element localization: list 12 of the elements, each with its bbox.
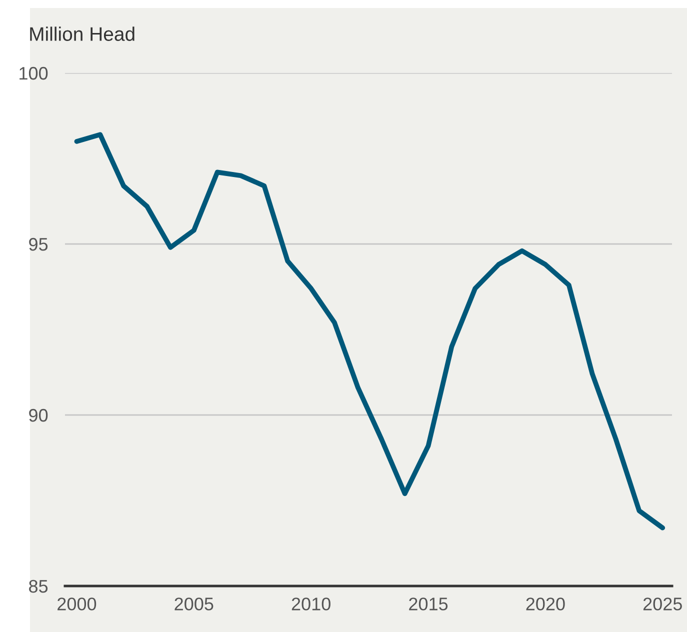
y-tick-label: 95 (29, 238, 48, 251)
y-axis-title: Million Head (30, 26, 134, 41)
x-tick-label: 2015 (409, 598, 448, 610)
y-tick-label: 90 (29, 408, 48, 422)
x-tick-label: 2010 (292, 598, 330, 610)
y-tick-label: 100 (20, 66, 48, 80)
line-series (74, 132, 666, 530)
x-tick-label: 2025 (643, 598, 682, 610)
x-tick-label: 2005 (174, 598, 214, 610)
y-tick-label: 85 (29, 580, 48, 593)
x-tick-label: 2000 (58, 598, 96, 610)
x-tick-label: 2020 (526, 598, 565, 610)
